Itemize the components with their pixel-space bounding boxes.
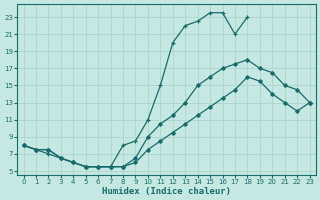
X-axis label: Humidex (Indice chaleur): Humidex (Indice chaleur) [102,187,231,196]
